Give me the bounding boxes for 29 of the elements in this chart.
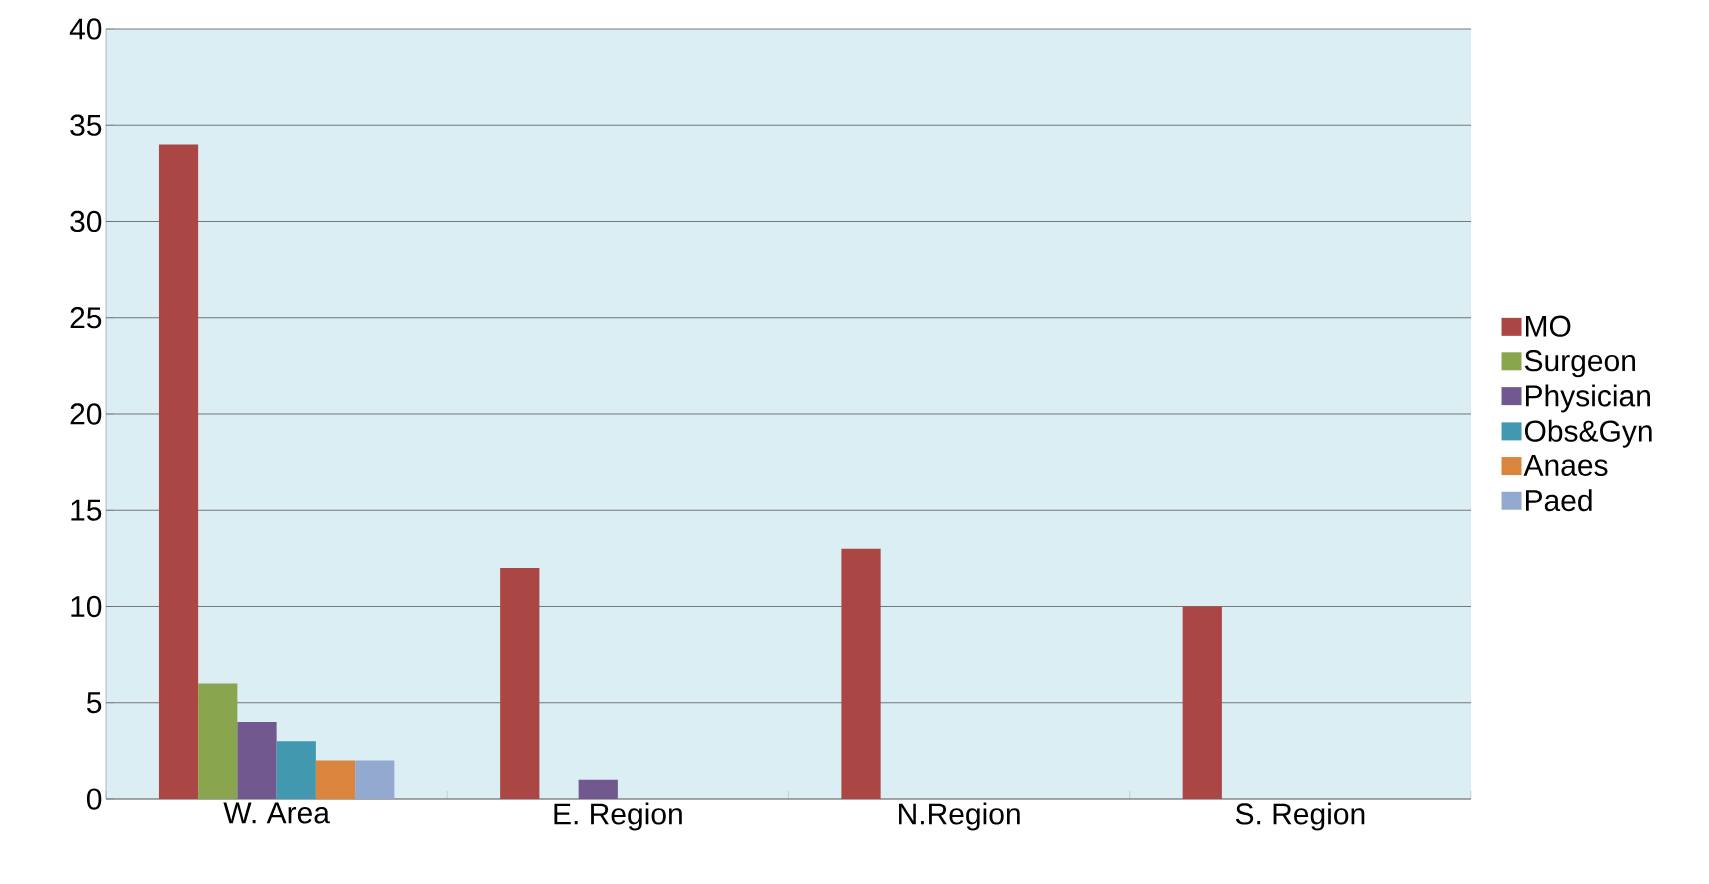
y-tick-label: 25 [70, 307, 102, 329]
bar [198, 683, 238, 799]
y-tick-label: 5 [86, 692, 102, 714]
bar [500, 568, 540, 799]
y-tick-label: 10 [71, 595, 102, 618]
legend-label: Surgeon [1524, 350, 1635, 378]
x-tick-label: W. Area [223, 802, 330, 824]
bar [841, 548, 881, 799]
legend-label: Physician [1525, 384, 1650, 413]
bar [276, 741, 316, 799]
y-tick-label: 30 [70, 210, 102, 233]
y-tick-label: 20 [70, 403, 102, 425]
y-tick-label: 40 [69, 18, 102, 40]
y-tick-label: 15 [71, 499, 102, 521]
legend-label: Anaes [1523, 455, 1608, 476]
bar [1182, 606, 1222, 799]
bar [158, 144, 199, 799]
bar [237, 722, 277, 799]
x-tick-label: E. Region [554, 802, 682, 831]
x-tick-label: N.Region [899, 802, 1020, 831]
bar [355, 760, 395, 799]
y-tick-label: 0 [86, 788, 102, 810]
legend-label: MO [1525, 315, 1571, 337]
legend-label: Paed [1525, 489, 1592, 512]
x-tick-label: S. Region [1235, 802, 1365, 831]
bar [578, 779, 618, 799]
legend-label: Obs&Gyn [1524, 419, 1652, 448]
bar [315, 760, 356, 799]
y-tick-label: 35 [70, 114, 102, 136]
